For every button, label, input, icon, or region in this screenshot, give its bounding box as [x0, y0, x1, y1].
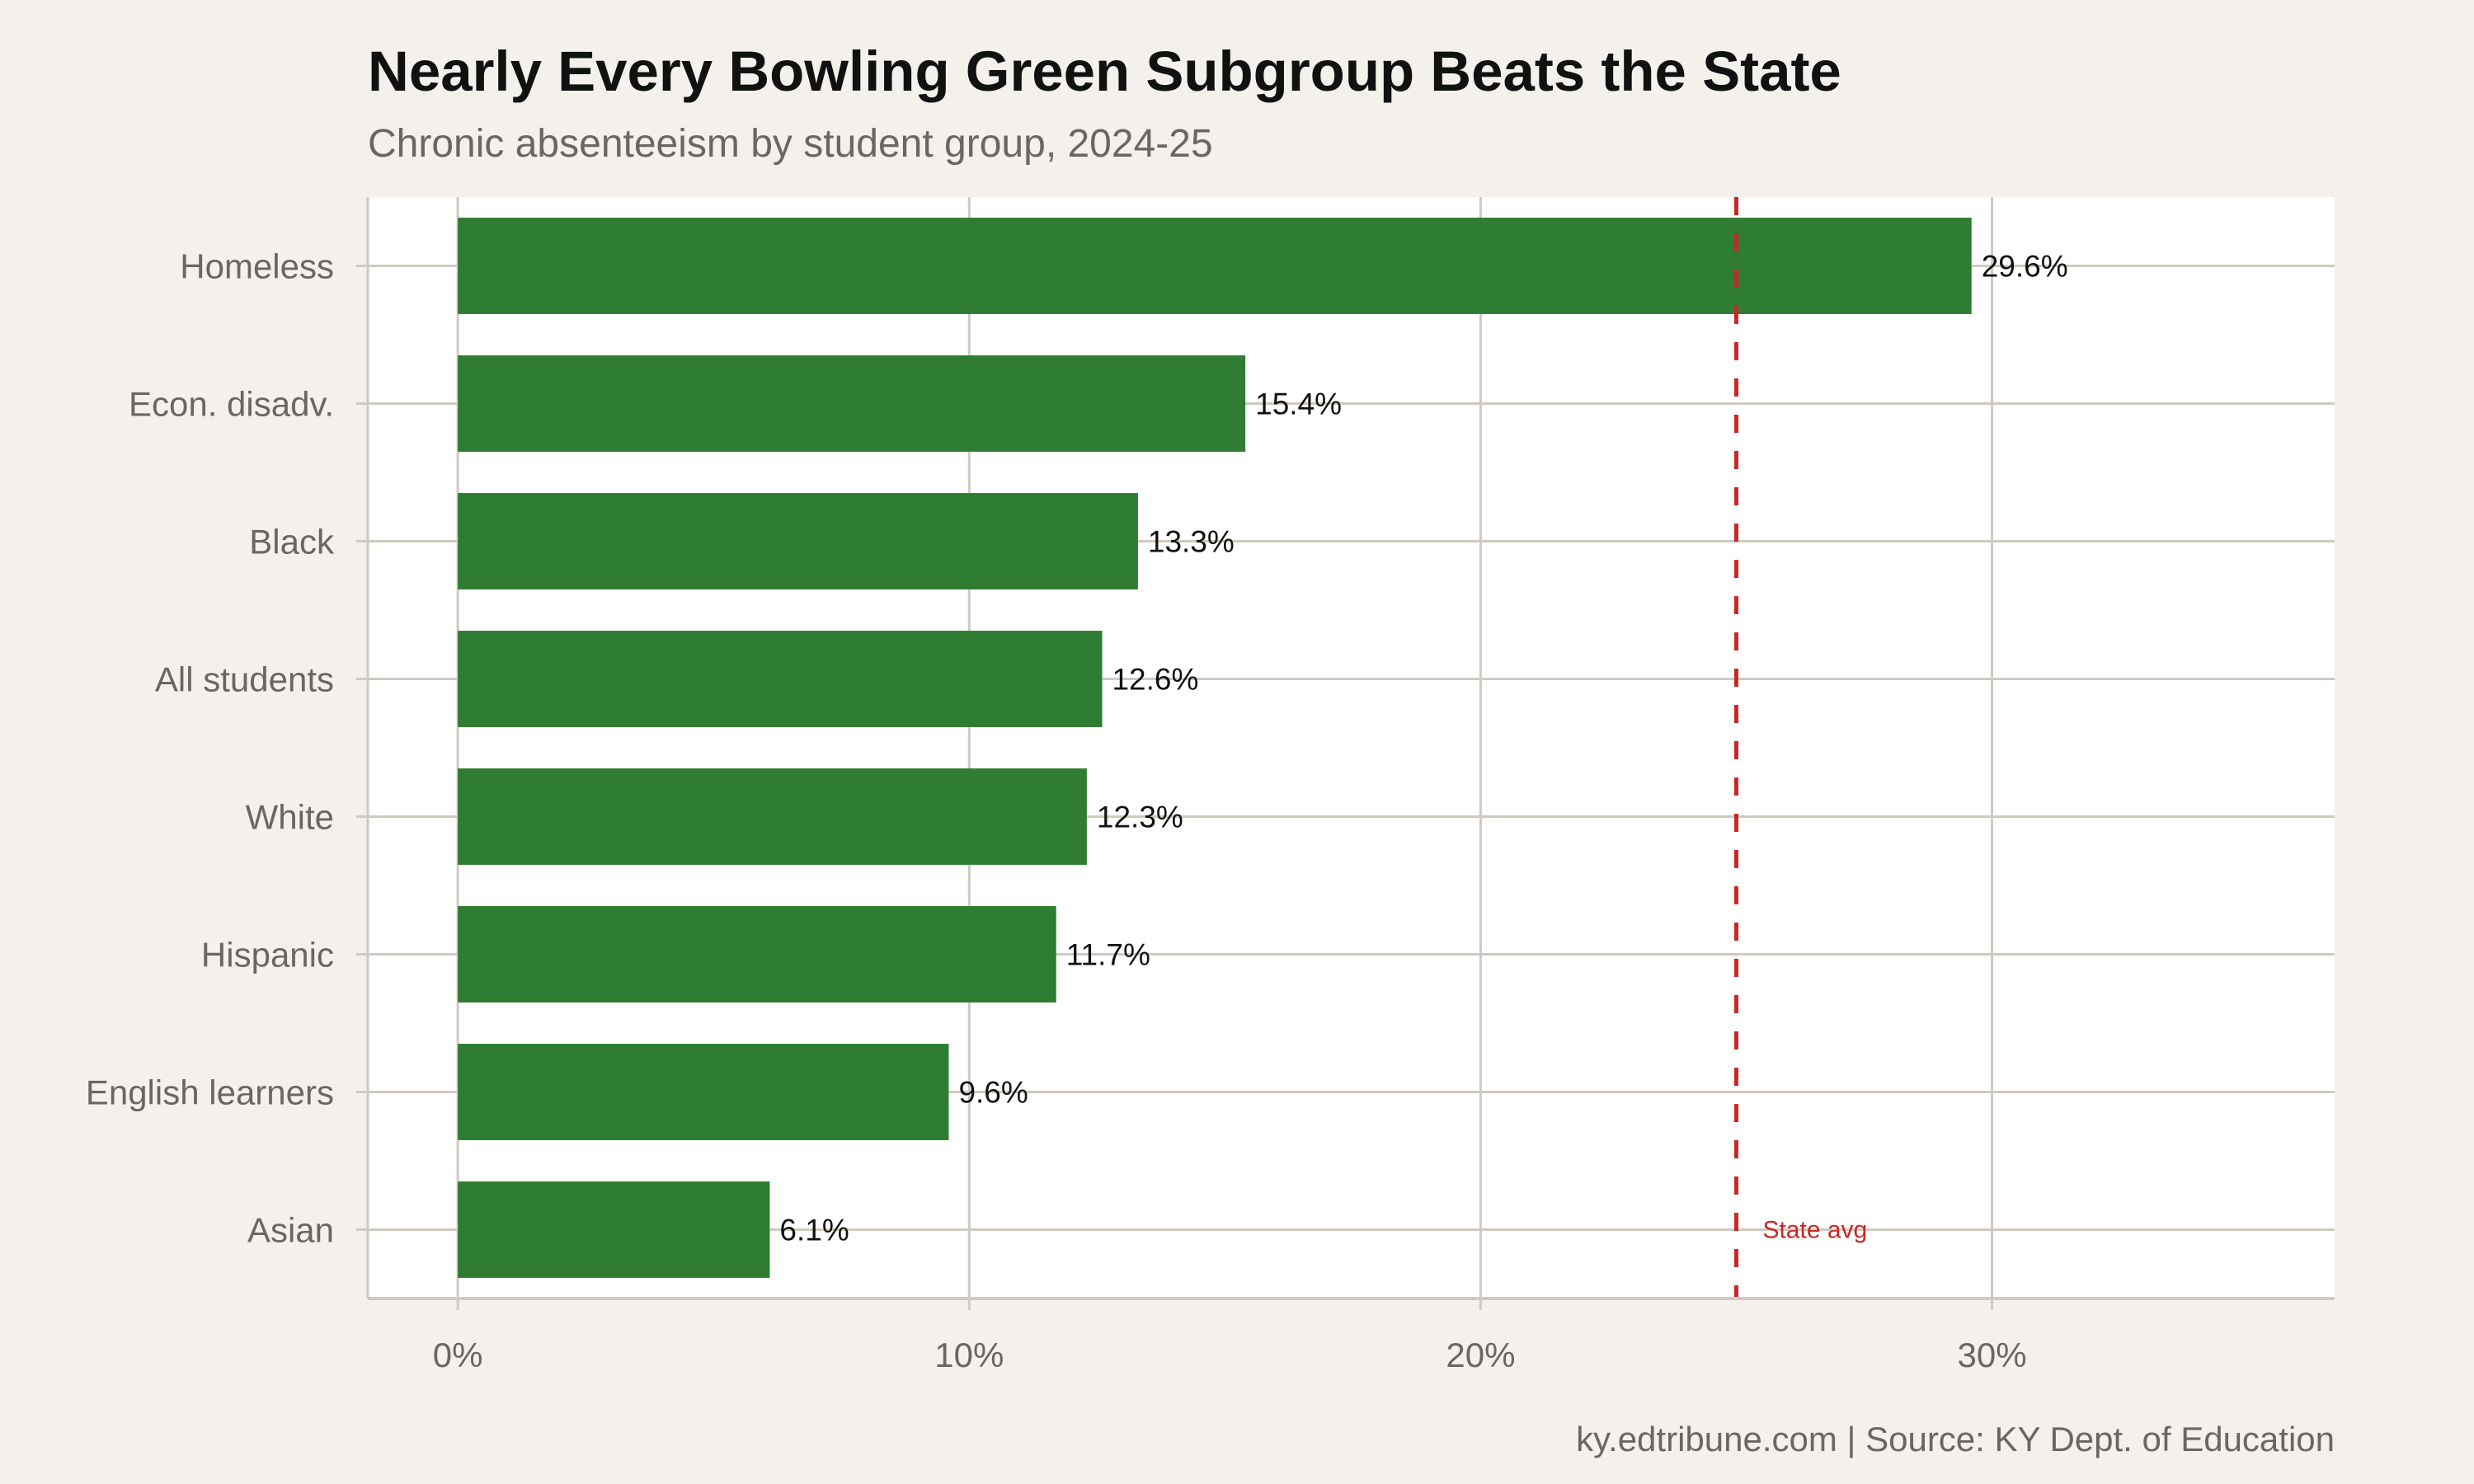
- bar-hispanic: [458, 906, 1056, 1003]
- bar-econ-disadv-: [458, 355, 1246, 452]
- value-label: 15.4%: [1255, 387, 1342, 421]
- state-average-label: State avg: [1762, 1217, 1867, 1244]
- bar-black: [458, 493, 1138, 589]
- value-label: 6.1%: [779, 1214, 849, 1247]
- chart-subtitle: Chronic absenteeism by student group, 20…: [368, 122, 1213, 166]
- bar-english-learners: [458, 1044, 949, 1140]
- value-label: 12.6%: [1112, 663, 1198, 697]
- x-tick-label: 20%: [1446, 1336, 1515, 1374]
- y-tick-label: White: [246, 798, 334, 837]
- bar-all-students: [458, 631, 1103, 727]
- chart-caption: ky.edtribune.com | Source: KY Dept. of E…: [1576, 1420, 2335, 1458]
- bar-white: [458, 768, 1087, 865]
- value-label: 11.7%: [1066, 938, 1150, 972]
- value-label: 29.6%: [1982, 250, 2068, 284]
- y-tick-label: All students: [155, 660, 334, 699]
- y-tick-label: Homeless: [180, 247, 334, 286]
- x-tick-label: 30%: [1957, 1336, 2026, 1374]
- y-tick-label: English learners: [86, 1073, 334, 1112]
- y-tick-label: Asian: [247, 1211, 334, 1250]
- chart-title: Nearly Every Bowling Green Subgroup Beat…: [368, 40, 1841, 103]
- y-tick-label: Hispanic: [201, 936, 334, 974]
- y-tick-label: Black: [249, 523, 335, 561]
- y-tick-label: Econ. disadv.: [129, 385, 334, 424]
- value-label: 9.6%: [958, 1076, 1028, 1110]
- bar-homeless: [458, 218, 1972, 314]
- x-tick-label: 10%: [934, 1336, 1004, 1374]
- x-tick-label: 0%: [433, 1336, 483, 1374]
- value-label: 13.3%: [1148, 525, 1235, 559]
- bar-asian: [458, 1181, 770, 1278]
- value-label: 12.3%: [1097, 801, 1183, 834]
